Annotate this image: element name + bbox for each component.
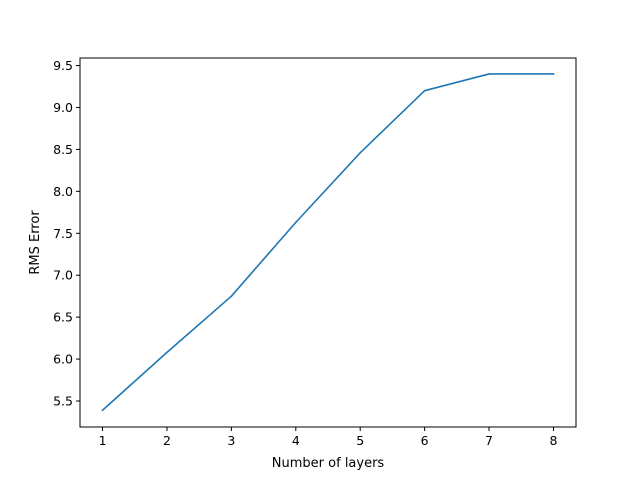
series-layer <box>101 73 555 412</box>
y-axis-label: RMS Error <box>28 210 43 275</box>
x-tick-label: 7 <box>485 433 493 448</box>
plot-frame <box>79 57 577 428</box>
data-point <box>101 409 104 412</box>
y-tick-label: 8.0 <box>53 184 73 199</box>
y-tick-label: 6.5 <box>53 310 73 325</box>
x-tick-label: 6 <box>421 433 429 448</box>
data-point <box>230 295 233 297</box>
x-tick-label: 4 <box>292 433 300 448</box>
y-axis: 5.5 6.0 6.5 7.0 7.5 8.0 8.5 9.0 9.5 <box>53 58 80 409</box>
plot-background <box>80 58 576 427</box>
y-tick-label: 5.5 <box>53 394 73 409</box>
data-point <box>488 73 490 75</box>
y-tick-label: 6.0 <box>53 352 73 367</box>
data-point <box>359 151 362 154</box>
x-axis-label: Number of layers <box>272 456 385 471</box>
data-point <box>294 221 297 224</box>
x-tick-label: 1 <box>99 433 107 448</box>
data-point <box>423 89 426 92</box>
x-tick-label: 2 <box>163 433 171 448</box>
series-line <box>101 73 555 412</box>
data-point <box>552 73 555 75</box>
y-tick-label: 7.0 <box>53 268 73 283</box>
y-tick-label: 8.5 <box>53 142 73 157</box>
x-axis: 1 2 3 4 5 6 7 8 <box>99 427 557 448</box>
x-tick-label: 5 <box>356 433 364 448</box>
y-tick-label: 7.5 <box>53 226 73 241</box>
y-tick-label: 9.5 <box>53 58 73 73</box>
data-point <box>166 351 168 354</box>
y-tick-label: 9.0 <box>53 100 73 115</box>
x-tick-label: 8 <box>549 433 557 448</box>
x-tick-label: 3 <box>227 433 235 448</box>
